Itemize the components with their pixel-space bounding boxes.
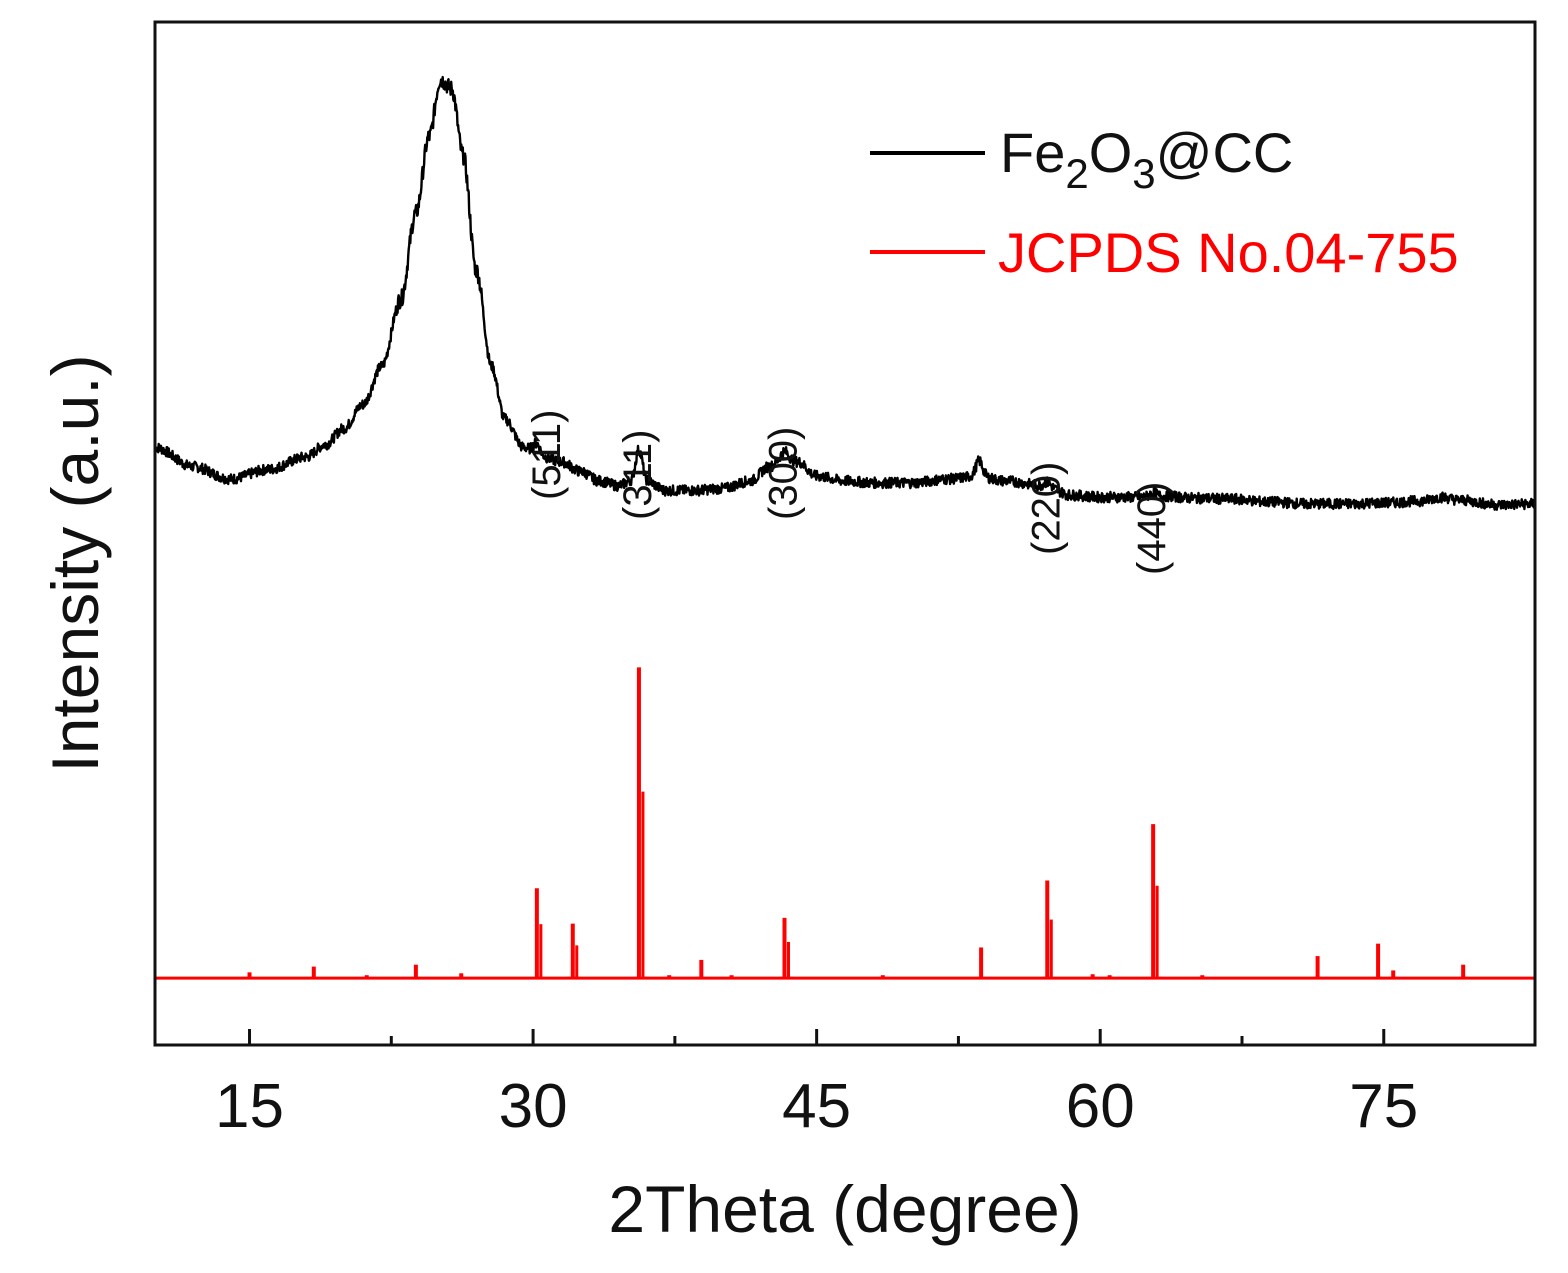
legend-label-sample: Fe2O3@CC xyxy=(1000,121,1293,197)
x-tick-label: 75 xyxy=(1349,1072,1418,1141)
legend-label-sub2: 2 xyxy=(1065,150,1088,197)
legend-label-atcc: @CC xyxy=(1156,121,1294,184)
peak-label: (440) xyxy=(1130,482,1174,575)
legend-label-o: O xyxy=(1089,121,1133,184)
legend: Fe2O3@CC JCPDS No.04-755 xyxy=(870,121,1459,284)
peak-annotations: (511) (311) (300) (220) (440) xyxy=(525,410,1174,575)
x-tick-label: 30 xyxy=(499,1072,568,1141)
y-axis-label: Intensity (a.u.) xyxy=(38,354,112,772)
legend-label-reference: JCPDS No.04-755 xyxy=(998,221,1459,284)
x-tick-label: 60 xyxy=(1066,1072,1135,1141)
x-tick-label: 45 xyxy=(782,1072,851,1141)
peak-label: (511) xyxy=(525,410,569,500)
peak-label: (300) xyxy=(762,427,806,520)
x-axis-label: 2Theta (degree) xyxy=(608,1172,1081,1246)
peak-label: (220) xyxy=(1024,462,1068,555)
legend-label-fe: Fe xyxy=(1000,121,1065,184)
peak-label: (311) xyxy=(616,430,660,520)
x-tick-label: 15 xyxy=(215,1072,284,1141)
reference-pattern xyxy=(155,667,1535,980)
plot-frame xyxy=(153,20,1537,1047)
x-axis-ticks: 15 30 45 60 75 xyxy=(215,1029,1418,1141)
legend-label-sub3: 3 xyxy=(1132,150,1155,197)
sample-trace xyxy=(153,75,1536,511)
sample-pattern xyxy=(153,75,1536,511)
